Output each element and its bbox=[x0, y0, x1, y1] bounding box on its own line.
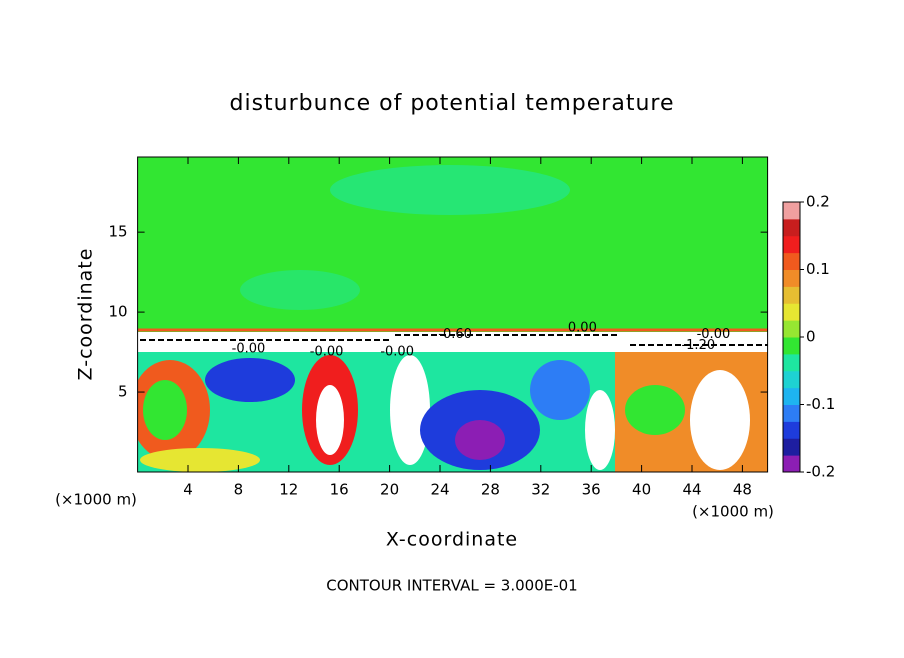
colorbar-segment bbox=[783, 353, 800, 372]
colorbar-tick-label: 0 bbox=[806, 328, 816, 346]
field bbox=[137, 157, 768, 472]
colorbar-segment bbox=[783, 438, 800, 456]
x-unit-label: (×1000 m) bbox=[692, 503, 774, 521]
x-tick-label: 8 bbox=[234, 481, 244, 499]
plot-frame bbox=[137, 156, 769, 473]
x-axis-label: X-coordinate bbox=[386, 529, 518, 551]
x-tick-label: 4 bbox=[183, 481, 193, 499]
colorbar-segment bbox=[783, 202, 800, 220]
colorbar-tick-label: -0.1 bbox=[806, 395, 835, 413]
x-unit-label: (×1000 m) bbox=[55, 491, 137, 509]
x-tick-label: 36 bbox=[582, 481, 601, 499]
contour-label: -0.60 bbox=[438, 327, 472, 342]
colorbar-tick-label: -0.2 bbox=[806, 463, 835, 481]
colorbar-segment bbox=[783, 252, 800, 270]
colorbar-segment bbox=[783, 387, 800, 405]
colorbar-tick-label: 0.1 bbox=[806, 260, 830, 278]
chart-title: disturbunce of potential temperature bbox=[230, 91, 675, 116]
contour-label: -0.00 bbox=[232, 341, 266, 356]
x-tick-label: 32 bbox=[531, 481, 550, 499]
contour-label: -1.20 bbox=[681, 338, 715, 353]
colorbar-segment bbox=[783, 455, 800, 473]
colorbar-segment bbox=[783, 269, 800, 287]
colorbar-segment bbox=[783, 370, 800, 389]
contour-label: -0.00 bbox=[380, 345, 414, 360]
x-tick-label: 28 bbox=[481, 481, 500, 499]
colorbar-segment bbox=[783, 303, 800, 321]
colorbar-tick-label: 0.2 bbox=[806, 193, 830, 211]
colorbar-segment bbox=[783, 421, 800, 439]
colorbar-segment bbox=[783, 337, 800, 355]
x-tick-label: 12 bbox=[279, 481, 298, 499]
x-tick-label: 20 bbox=[380, 481, 399, 499]
x-tick-label: 48 bbox=[733, 481, 752, 499]
x-tick-label: 40 bbox=[632, 481, 651, 499]
x-tick-label: 24 bbox=[430, 481, 449, 499]
contour-label: -0.00 bbox=[310, 345, 344, 360]
contour-label: 0.00 bbox=[568, 321, 597, 336]
x-tick-label: 16 bbox=[330, 481, 349, 499]
y-tick-label: 5 bbox=[118, 383, 128, 401]
x-tick-label: 44 bbox=[682, 481, 701, 499]
colorbar-segment bbox=[783, 320, 800, 338]
footnote: CONTOUR INTERVAL = 3.000E-01 bbox=[326, 577, 577, 595]
colorbar-segment bbox=[783, 218, 800, 237]
y-tick-label: 15 bbox=[109, 223, 128, 241]
colorbar-segment bbox=[783, 235, 800, 254]
y-axis-label: Z-coordinate bbox=[75, 248, 97, 381]
contour-label: -0.00 bbox=[697, 327, 731, 342]
y-tick-label: 10 bbox=[109, 303, 128, 321]
colorbar-segment bbox=[783, 404, 800, 422]
colorbar-segment bbox=[783, 286, 800, 304]
